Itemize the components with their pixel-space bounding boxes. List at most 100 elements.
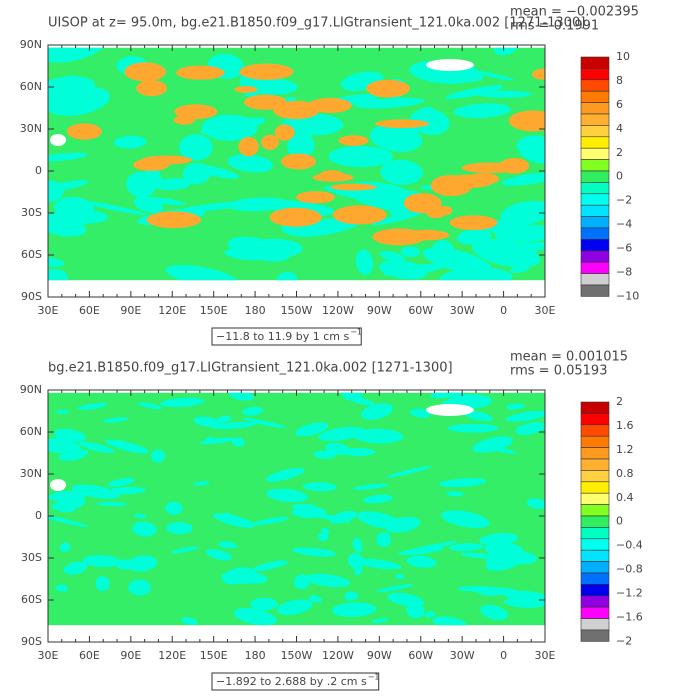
field-patch <box>234 86 258 93</box>
y-tick-label: 30S <box>21 206 42 219</box>
colorbar-box <box>580 273 610 286</box>
field-patch <box>318 426 365 442</box>
colorbar-box <box>580 401 610 414</box>
field-patch <box>232 437 245 447</box>
field-patch <box>332 205 387 225</box>
y-tick-label: 30N <box>20 122 42 135</box>
colorbar-box <box>580 424 610 437</box>
field-patch <box>228 236 291 262</box>
y-tick-label: 90N <box>20 38 42 51</box>
field <box>48 392 545 626</box>
y-tick-label: 90N <box>20 383 42 396</box>
colorbar-label: −2 <box>616 194 632 207</box>
y-tick-label: 90S <box>21 635 42 648</box>
colorbar-label: 0.8 <box>616 467 634 480</box>
field-patch <box>355 97 425 109</box>
y-tick-label: 60S <box>21 248 42 261</box>
field-patch <box>432 616 467 626</box>
field-patch <box>150 449 166 463</box>
colorbar-label: −4 <box>616 218 632 231</box>
field-patch <box>227 154 273 173</box>
rms-text: rms = 0.1991 <box>510 19 599 34</box>
field-patch <box>210 421 257 430</box>
field-patch <box>445 85 504 99</box>
field-patch <box>472 436 514 453</box>
colorbar-box <box>580 216 610 229</box>
field-patch <box>57 493 86 509</box>
field-patch <box>48 152 88 162</box>
field-patch <box>313 450 336 459</box>
field <box>48 47 545 281</box>
field-patch <box>173 115 195 125</box>
field-patch <box>312 513 351 523</box>
colorbar-box <box>580 159 610 172</box>
colorbar-label: −0.8 <box>616 563 643 576</box>
field-patch <box>55 584 69 592</box>
field-patch <box>165 264 241 281</box>
x-tick-label: 90W <box>367 304 392 317</box>
field-patch <box>276 599 313 615</box>
field-patch <box>430 392 471 399</box>
colorbar-box <box>580 56 610 69</box>
colorbar-box <box>580 102 610 115</box>
colorbar-label: 2 <box>616 146 623 159</box>
field-patch <box>181 201 251 212</box>
panel-title: UISOP at z= 95.0m, bg.e21.B1850.f09_g17.… <box>48 16 585 31</box>
field-patch <box>409 108 450 135</box>
field-patch <box>53 428 87 443</box>
field-patch <box>498 224 545 244</box>
field-patch <box>160 397 205 408</box>
colorbar-box <box>580 561 610 574</box>
field-patch <box>406 555 437 568</box>
field-patch <box>331 602 377 617</box>
colorbar-label: −10 <box>616 289 639 302</box>
x-tick-label: 30E <box>38 304 59 317</box>
colorbar-box <box>580 492 610 505</box>
field-patch <box>321 528 330 534</box>
x-tick-label: 30W <box>450 649 475 662</box>
field-patch <box>380 159 423 185</box>
colorbar-label: 0 <box>616 170 623 183</box>
x-tick-label: 180 <box>245 304 266 317</box>
field-patch <box>493 47 518 56</box>
field-patch <box>470 70 515 81</box>
colorbar-box <box>580 470 610 483</box>
field-patch <box>480 604 509 621</box>
field-patch <box>181 617 198 625</box>
field-patch <box>51 439 82 454</box>
field-patch <box>266 488 308 503</box>
colorbar-box <box>580 549 610 562</box>
field-patch <box>296 191 335 204</box>
colorbar-box <box>580 68 610 81</box>
field-patch <box>281 153 317 170</box>
field-patch <box>371 211 423 226</box>
field-patch <box>154 178 192 191</box>
colorbar-box <box>580 227 610 240</box>
rms-text: rms = 0.05193 <box>510 364 607 379</box>
field-patch <box>96 501 128 507</box>
range-label: −11.8 to 11.9 by 1 cm s <box>216 330 349 343</box>
field-patch <box>456 229 492 245</box>
field-patch <box>460 552 501 559</box>
y-tick-label: 0 <box>35 509 42 522</box>
field-patch <box>126 171 157 198</box>
field-patch <box>439 267 513 281</box>
white-area <box>50 134 66 146</box>
range-box <box>211 672 380 691</box>
field-patch <box>356 558 402 570</box>
field-patch <box>276 271 298 281</box>
field-patch <box>477 90 532 98</box>
colorbar-label: 10 <box>616 50 630 63</box>
field-patch <box>141 155 192 165</box>
field-patch <box>132 521 157 537</box>
field-patch <box>265 467 305 482</box>
field-patch <box>210 118 238 138</box>
field-patch <box>347 553 363 568</box>
colorbar-box <box>580 147 610 160</box>
x-tick-label: 120W <box>322 649 354 662</box>
x-tick-label: 60E <box>79 649 100 662</box>
colorbar-label: −2 <box>616 634 632 647</box>
x-tick-label: 30E <box>535 304 556 317</box>
field-patch <box>348 396 374 406</box>
field-patch <box>79 441 115 453</box>
